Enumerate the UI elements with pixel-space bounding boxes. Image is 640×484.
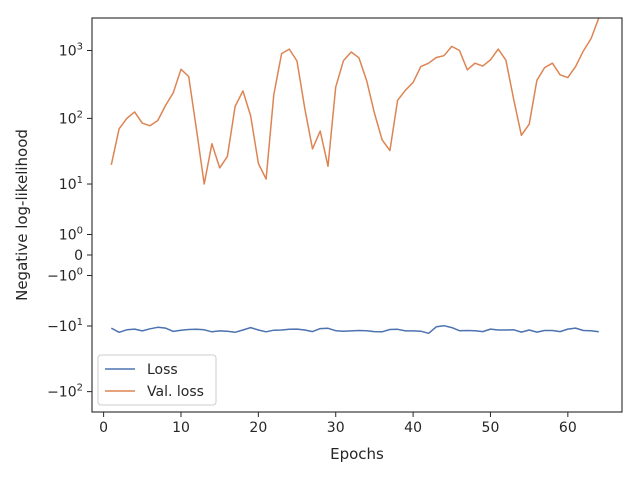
series-line-val-loss — [110, 18, 600, 185]
y-tick-base: −10 — [47, 319, 77, 335]
y-axis-label: Negative log-likelihood — [13, 129, 31, 301]
y-tick-label: −101 — [47, 317, 83, 335]
y-tick-exponent: 2 — [77, 383, 83, 394]
x-tick-label: 50 — [482, 420, 500, 436]
y-tick-base: 10 — [59, 44, 77, 60]
x-tick-label: 30 — [327, 420, 345, 436]
y-tick-exponent: 3 — [77, 42, 83, 53]
y-tick-exponent: 0 — [77, 267, 83, 278]
y-tick-label: −100 — [47, 267, 83, 285]
y-tick-base: −10 — [47, 269, 77, 285]
y-tick-base: 10 — [59, 111, 77, 127]
y-tick-base: 0 — [74, 248, 83, 264]
y-tick-exponent: 1 — [77, 317, 83, 328]
legend: Loss Val. loss — [97, 354, 217, 406]
y-tick-exponent: 0 — [77, 225, 83, 236]
y-tick-label: 103 — [59, 42, 83, 60]
axes-frame — [91, 17, 623, 413]
x-tick-label: 0 — [99, 420, 108, 436]
x-tick-label: 20 — [249, 420, 267, 436]
x-axis: 0 10 20 30 40 50 60 — [99, 412, 577, 436]
x-tick-label: 60 — [559, 420, 577, 436]
y-tick-label: −102 — [47, 383, 83, 401]
x-axis-label: Epochs — [330, 445, 384, 463]
y-tick-label: 101 — [59, 175, 83, 193]
y-tick-base: −10 — [47, 385, 77, 401]
y-tick-label: 102 — [59, 109, 83, 127]
y-tick-base: 10 — [59, 177, 77, 193]
legend-label: Val. loss — [147, 384, 204, 400]
y-tick-label: 100 — [59, 225, 83, 243]
y-tick-exponent: 2 — [77, 109, 83, 120]
x-tick-label: 40 — [404, 420, 422, 436]
x-tick-label: 10 — [172, 420, 190, 436]
y-tick-base: 10 — [59, 227, 77, 243]
series-line-loss — [110, 324, 599, 335]
y-tick-exponent: 1 — [77, 175, 83, 186]
legend-box — [97, 354, 217, 406]
legend-label: Loss — [147, 362, 178, 378]
plot-area — [110, 18, 600, 335]
y-tick-label: 0 — [74, 248, 83, 264]
